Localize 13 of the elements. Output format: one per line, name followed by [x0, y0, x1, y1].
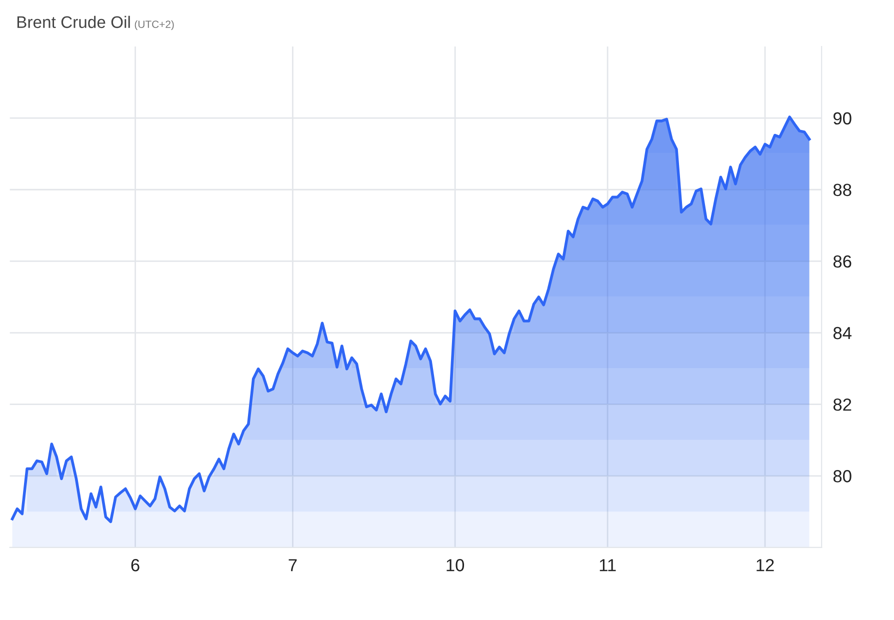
y-tick-label: 86 — [833, 255, 852, 268]
y-tick-label: 84 — [833, 326, 852, 340]
chart-subtitle: (UTC+2) — [134, 20, 174, 30]
x-tick-label: 10 — [446, 559, 464, 572]
y-tick-label: 90 — [834, 112, 852, 125]
y-tick-label: 80 — [833, 470, 852, 482]
chart-title: Brent Crude Oil — [17, 16, 130, 28]
x-tick-label: 12 — [756, 559, 774, 572]
y-tick-label: 88 — [833, 184, 852, 196]
x-tick-label: 7 — [288, 559, 297, 572]
x-tick-label: 6 — [131, 559, 140, 572]
y-tick-label: 82 — [833, 398, 852, 411]
x-tick-label: 11 — [600, 559, 616, 572]
